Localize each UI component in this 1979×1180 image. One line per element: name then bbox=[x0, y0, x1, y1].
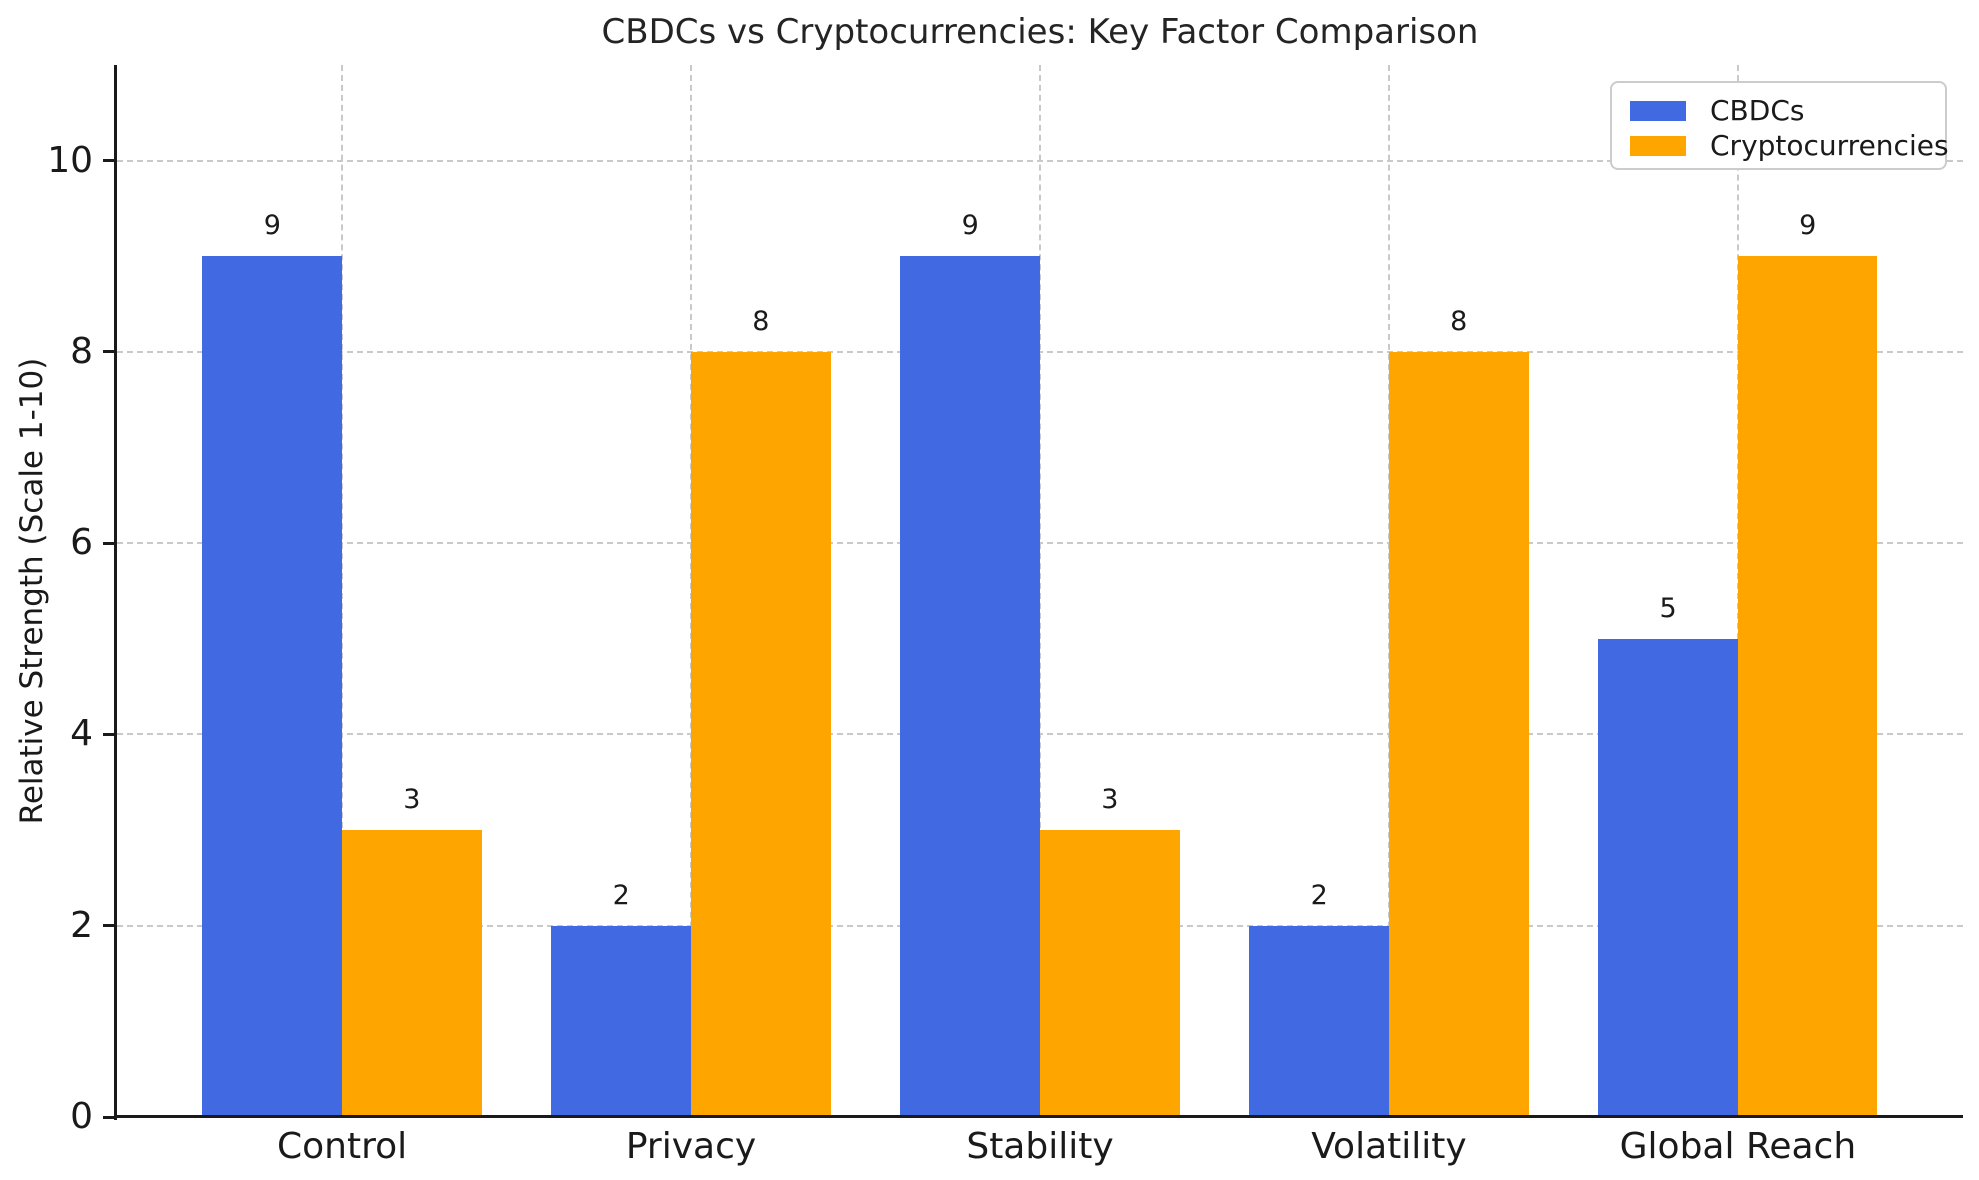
bar-cbdcs-global-reach bbox=[1598, 638, 1738, 1117]
bar-value-label: 3 bbox=[403, 784, 421, 816]
chart-title: CBDCs vs Cryptocurrencies: Key Factor Co… bbox=[601, 12, 1479, 52]
bar-cryptocurrencies-control bbox=[342, 830, 482, 1117]
y-tick-mark bbox=[103, 1115, 117, 1119]
y-axis-label: Relative Strength (Scale 1-10) bbox=[14, 357, 50, 825]
bar-value-label: 5 bbox=[1659, 592, 1677, 624]
y-tick-label: 4 bbox=[70, 713, 93, 755]
x-tick-label: Stability bbox=[966, 1126, 1114, 1167]
bar-value-label: 8 bbox=[752, 305, 770, 337]
y-tick-label: 8 bbox=[70, 330, 93, 372]
y-axis-spine bbox=[114, 65, 117, 1120]
bar-value-label: 2 bbox=[1310, 879, 1328, 911]
bar-cryptocurrencies-volatility bbox=[1388, 351, 1529, 1117]
plot-area: 9 2 9 2 5 3 8 3 8 9 0 2 4 6 8 10 Control Privacy Stabilit… bbox=[47, 65, 1963, 1167]
y-tick-label: 10 bbox=[47, 139, 93, 181]
bar-value-label: 8 bbox=[1450, 305, 1468, 337]
legend-swatch-cryptocurrencies bbox=[1630, 135, 1686, 156]
y-tick-mark bbox=[103, 924, 117, 928]
y-tick-mark bbox=[103, 732, 117, 736]
gridline-vertical bbox=[341, 65, 344, 1117]
y-tick-mark bbox=[103, 541, 117, 545]
legend-item-label: Cryptocurrencies bbox=[1710, 129, 1949, 162]
legend-item: CBDCs bbox=[1630, 94, 1927, 127]
x-tick-label: Volatility bbox=[1311, 1126, 1467, 1167]
y-tick-label: 6 bbox=[70, 522, 93, 564]
legend: CBDCs Cryptocurrencies bbox=[1610, 81, 1949, 170]
bar-cryptocurrencies-stability bbox=[1040, 830, 1180, 1117]
x-axis-spine bbox=[114, 1115, 1963, 1118]
legend-swatch-cbdcs bbox=[1630, 100, 1686, 121]
bar-cbdcs-control bbox=[202, 256, 343, 1117]
y-tick-label: 2 bbox=[70, 904, 93, 946]
legend-item-label: CBDCs bbox=[1710, 94, 1805, 127]
bar-cbdcs-stability bbox=[900, 256, 1040, 1117]
bar-value-label: 9 bbox=[263, 210, 281, 242]
gridline-vertical bbox=[1039, 65, 1041, 1117]
y-tick-mark bbox=[103, 350, 117, 354]
x-tick-label: Global Reach bbox=[1619, 1126, 1857, 1167]
bar-cryptocurrencies-privacy bbox=[691, 351, 831, 1117]
bar-value-label: 2 bbox=[612, 879, 630, 911]
bar-value-label: 9 bbox=[961, 210, 979, 242]
bar-cbdcs-volatility bbox=[1249, 925, 1389, 1117]
bar-value-label: 9 bbox=[1799, 210, 1817, 242]
bar-cryptocurrencies-global-reach bbox=[1737, 256, 1878, 1117]
bar-cbdcs-privacy bbox=[551, 925, 692, 1117]
x-tick-label: Privacy bbox=[625, 1126, 757, 1167]
y-tick-mark bbox=[103, 159, 117, 163]
bar-value-label: 3 bbox=[1101, 784, 1119, 816]
y-tick-label: 0 bbox=[70, 1096, 93, 1137]
x-tick-label: Control bbox=[277, 1126, 408, 1167]
legend-item: Cryptocurrencies bbox=[1630, 129, 1949, 162]
